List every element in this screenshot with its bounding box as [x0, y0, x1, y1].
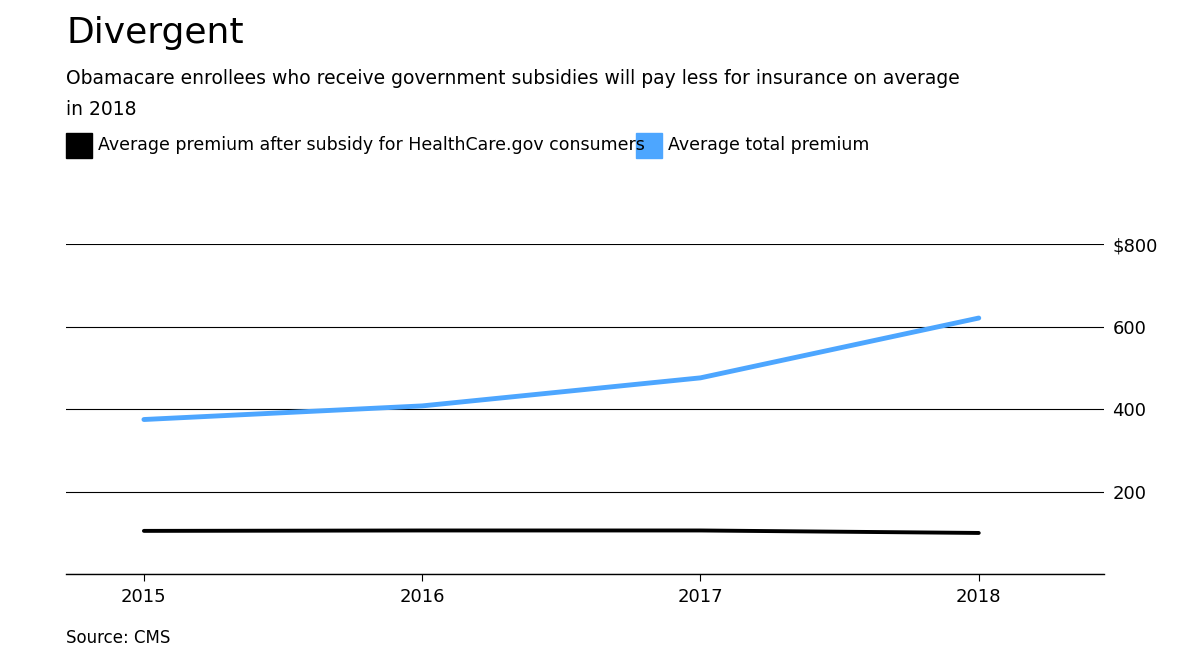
Text: Divergent: Divergent: [66, 16, 244, 51]
Text: Average premium after subsidy for HealthCare.gov consumers: Average premium after subsidy for Health…: [98, 136, 646, 154]
Text: Obamacare enrollees who receive government subsidies will pay less for insurance: Obamacare enrollees who receive governme…: [66, 69, 960, 88]
Text: in 2018: in 2018: [66, 100, 137, 119]
Text: Average total premium: Average total premium: [668, 136, 870, 154]
Text: Source: CMS: Source: CMS: [66, 629, 170, 647]
